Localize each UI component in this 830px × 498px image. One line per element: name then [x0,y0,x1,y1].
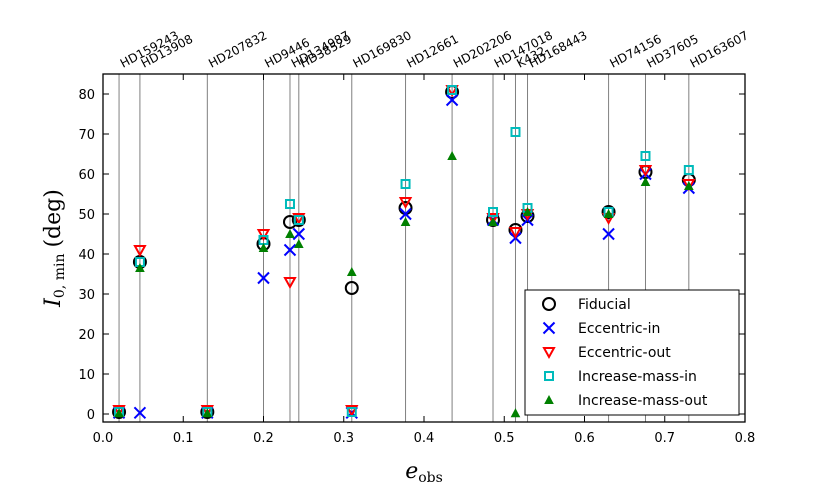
data-point [345,405,359,418]
legend-marker [542,347,556,360]
x-axis-title: eobs [405,459,443,486]
series-increase-mass-out [114,150,694,418]
data-point [292,213,306,226]
data-point [133,245,147,258]
y-axis-ticks: 0 10 20 30 40 50 60 70 80 [78,88,745,423]
legend-label: Eccentric-out [578,345,671,361]
data-point [135,262,145,272]
y-tick-label: 30 [78,288,95,303]
y-axis-title: I0, min (deg) [41,189,68,308]
data-point [510,408,521,418]
data-point [293,215,304,225]
legend-label: Increase-mass-in [578,369,697,385]
data-point [640,151,651,161]
y-tick-label: 70 [78,128,95,143]
legend-item: Fiducial [542,297,631,313]
data-point [283,243,297,257]
legend-box [524,289,740,416]
data-point [488,216,498,226]
data-point [285,228,295,238]
data-point [399,207,412,221]
y-axis-title-sub: 0, min [52,254,68,299]
legend-marker [544,394,554,404]
legend-item: Eccentric-in [542,321,660,337]
data-point [258,242,269,252]
x-tick-label: 0.3 [333,431,354,446]
star-label: HD12661 [404,32,460,71]
y-tick-label: 60 [78,168,95,183]
data-points [112,85,696,420]
x-tick-label: 0.7 [654,431,675,446]
y-tick-label: 10 [78,368,95,383]
data-point [683,165,694,175]
data-point [522,206,533,216]
x-axis-title-sub: obs [418,470,443,486]
y-axis-title-main: I [41,297,66,308]
data-point [486,213,500,226]
legend-marker [544,371,554,381]
data-point [346,407,357,417]
x-axis-title-main: e [405,459,418,484]
data-point [447,85,458,95]
data-point [202,408,213,418]
x-tick-label: 0.2 [253,431,274,446]
x-axis-ticks: 0.0 0.1 0.2 0.3 0.4 0.5 0.6 0.7 0.8 [93,74,756,446]
data-point [603,208,614,218]
y-tick-label: 40 [78,248,95,263]
data-point [638,165,653,178]
data-point [346,266,357,276]
data-point [112,405,126,418]
legend-item: Increase-mass-in [544,369,697,385]
legend: Fiducial Eccentric-in Eccentric-out Increas… [524,289,740,416]
legend-label: Increase-mass-out [578,393,708,409]
data-point [283,277,297,290]
x-tick-label: 0.0 [93,431,114,446]
data-point [683,180,694,190]
data-point [400,179,411,189]
y-tick-label: 50 [78,208,95,223]
data-point [447,150,457,160]
legend-label: Fiducial [578,297,631,313]
data-point [640,176,651,186]
data-point [133,406,147,420]
data-point [344,281,359,295]
series-increase-mass-in [114,85,694,417]
y-tick-label: 80 [78,88,95,103]
plot-frame [102,73,746,423]
data-point [284,199,295,209]
star-label: HD163607 [688,28,751,70]
data-point [508,227,523,240]
x-tick-label: 0.1 [173,431,194,446]
y-tick-label: 20 [78,328,95,343]
data-point [602,227,615,241]
data-point [293,238,304,248]
data-point [257,271,270,285]
data-point [488,207,499,217]
x-tick-label: 0.8 [735,431,756,446]
x-tick-label: 0.4 [414,431,435,446]
legend-item: Increase-mass-out [544,393,708,409]
x-tick-label: 0.6 [574,431,595,446]
data-point [445,93,459,107]
legend-marker [542,321,556,335]
y-axis-title-unit: (deg) [41,189,66,247]
data-point [256,229,271,242]
y-tick-label: 0 [87,408,95,423]
star-label: HD169830 [351,28,414,70]
legend-item: Eccentric-out [542,345,671,361]
data-point [400,216,411,226]
legend-label: Eccentric-in [578,321,660,337]
data-point [200,405,215,418]
data-point [682,179,696,192]
star-label: HD207832 [206,28,269,70]
legend-marker [542,297,556,311]
data-point [398,197,413,210]
data-point [292,227,306,241]
x-tick-label: 0.5 [494,431,515,446]
data-point [282,215,297,229]
data-point [510,127,521,137]
data-point [114,408,124,418]
